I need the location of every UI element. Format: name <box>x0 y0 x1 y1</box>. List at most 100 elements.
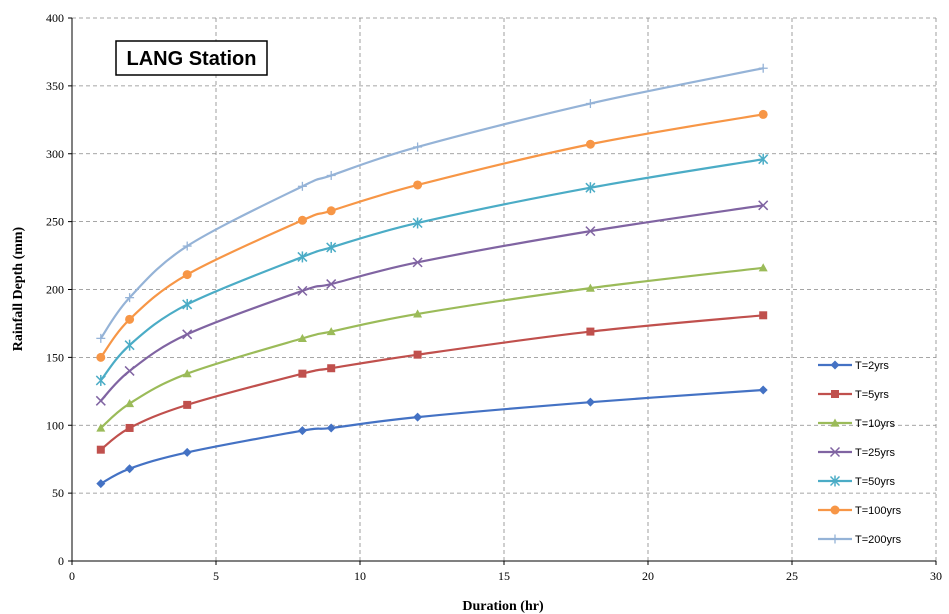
data-point <box>413 350 422 359</box>
series-T=10yrs <box>96 263 768 432</box>
data-point <box>830 360 840 370</box>
series-line <box>99 113 764 359</box>
data-point <box>413 309 423 318</box>
grid <box>72 17 937 561</box>
data-point <box>758 263 768 272</box>
data-point <box>182 241 192 251</box>
legend-item: T=10yrs <box>818 418 896 430</box>
data-point <box>326 279 337 290</box>
legend: T=2yrs T=5yrs T=10yrs T=25yrs T=50yrs T=100yr… <box>818 360 902 546</box>
data-point <box>326 327 336 336</box>
data-point <box>829 446 841 458</box>
data-point <box>585 139 595 149</box>
data-point <box>830 418 840 427</box>
legend-item: T=100yrs <box>818 505 902 517</box>
data-point <box>413 180 423 190</box>
title-box: LANG Station <box>115 40 268 76</box>
x-tick-label: 20 <box>642 569 654 583</box>
title-frame <box>115 40 268 76</box>
data-point <box>326 423 336 433</box>
data-point <box>297 333 307 342</box>
x-tick-label: 10 <box>354 569 366 583</box>
data-point <box>758 109 768 119</box>
data-point <box>125 464 135 474</box>
data-point <box>182 270 192 280</box>
legend-label: T=200yrs <box>855 534 902 546</box>
y-tick-label: 400 <box>46 11 64 25</box>
data-point <box>183 400 192 409</box>
y-tick-label: 300 <box>46 147 64 161</box>
y-tick-label: 50 <box>52 486 64 500</box>
series-line <box>99 204 764 402</box>
y-tick-label: 0 <box>58 554 64 568</box>
series-T=200yrs <box>96 63 768 343</box>
series-line <box>100 388 764 485</box>
legend-label: T=50yrs <box>855 476 896 488</box>
data-point <box>95 374 106 386</box>
data-point <box>758 385 768 395</box>
legend-item: T=200yrs <box>818 534 902 546</box>
data-point <box>585 283 595 292</box>
series-line <box>100 266 764 429</box>
legend-label: T=25yrs <box>855 447 896 459</box>
series-line <box>100 314 764 451</box>
series-T=5yrs <box>96 311 768 454</box>
data-point <box>413 142 423 152</box>
data-point <box>585 99 595 109</box>
legend-label: T=2yrs <box>855 360 889 372</box>
series-T=2yrs <box>96 385 768 489</box>
data-point <box>412 257 423 268</box>
data-point <box>585 397 595 407</box>
data-point <box>831 390 839 398</box>
data-point <box>96 479 106 489</box>
y-tick-label: 150 <box>46 350 64 364</box>
data-point <box>326 206 336 216</box>
data-point <box>585 182 596 194</box>
data-point <box>297 426 307 436</box>
data-point <box>297 251 308 263</box>
y-axis-title: Rainfall Depth (mm) <box>11 226 26 351</box>
x-tick-label: 30 <box>930 569 942 583</box>
y-tick-label: 100 <box>46 418 64 432</box>
data-point <box>759 311 768 320</box>
data-point <box>125 399 135 408</box>
x-tick-label: 0 <box>69 569 75 583</box>
y-tick-label: 350 <box>46 79 64 93</box>
data-point <box>758 63 768 73</box>
data-point <box>586 327 595 336</box>
legend-item: T=5yrs <box>818 389 889 401</box>
chart-title: LANG Station <box>127 48 257 70</box>
y-tick-label: 250 <box>46 215 64 229</box>
data-point <box>829 475 841 487</box>
data-point <box>326 241 337 253</box>
data-point <box>125 423 134 432</box>
data-point <box>585 226 596 237</box>
legend-label: T=10yrs <box>855 418 896 430</box>
data-point <box>182 298 193 310</box>
data-point <box>96 423 106 432</box>
x-tick-label: 5 <box>213 569 219 583</box>
data-point <box>182 369 192 378</box>
data-point <box>830 534 840 544</box>
legend-item: T=50yrs <box>818 475 896 488</box>
series-T=100yrs <box>96 109 768 362</box>
data-point <box>297 181 307 191</box>
data-point <box>96 352 106 362</box>
data-point <box>125 293 135 303</box>
data-point <box>297 285 308 296</box>
data-point <box>298 369 307 378</box>
legend-label: T=5yrs <box>855 389 889 401</box>
data-point <box>413 412 423 422</box>
axes: 0 50 100 150 200 250 300 350 400 0 5 10 15 20 25 30 <box>46 11 942 583</box>
data-point <box>326 170 336 180</box>
x-axis-title: Duration (hr) <box>462 599 544 614</box>
legend-item: T=25yrs <box>818 446 896 459</box>
series-T=50yrs <box>95 153 769 386</box>
data-point <box>758 153 769 165</box>
data-point <box>182 329 193 340</box>
data-point <box>95 395 106 406</box>
data-point <box>124 365 135 376</box>
series-layer <box>95 63 769 489</box>
data-point <box>758 200 769 211</box>
